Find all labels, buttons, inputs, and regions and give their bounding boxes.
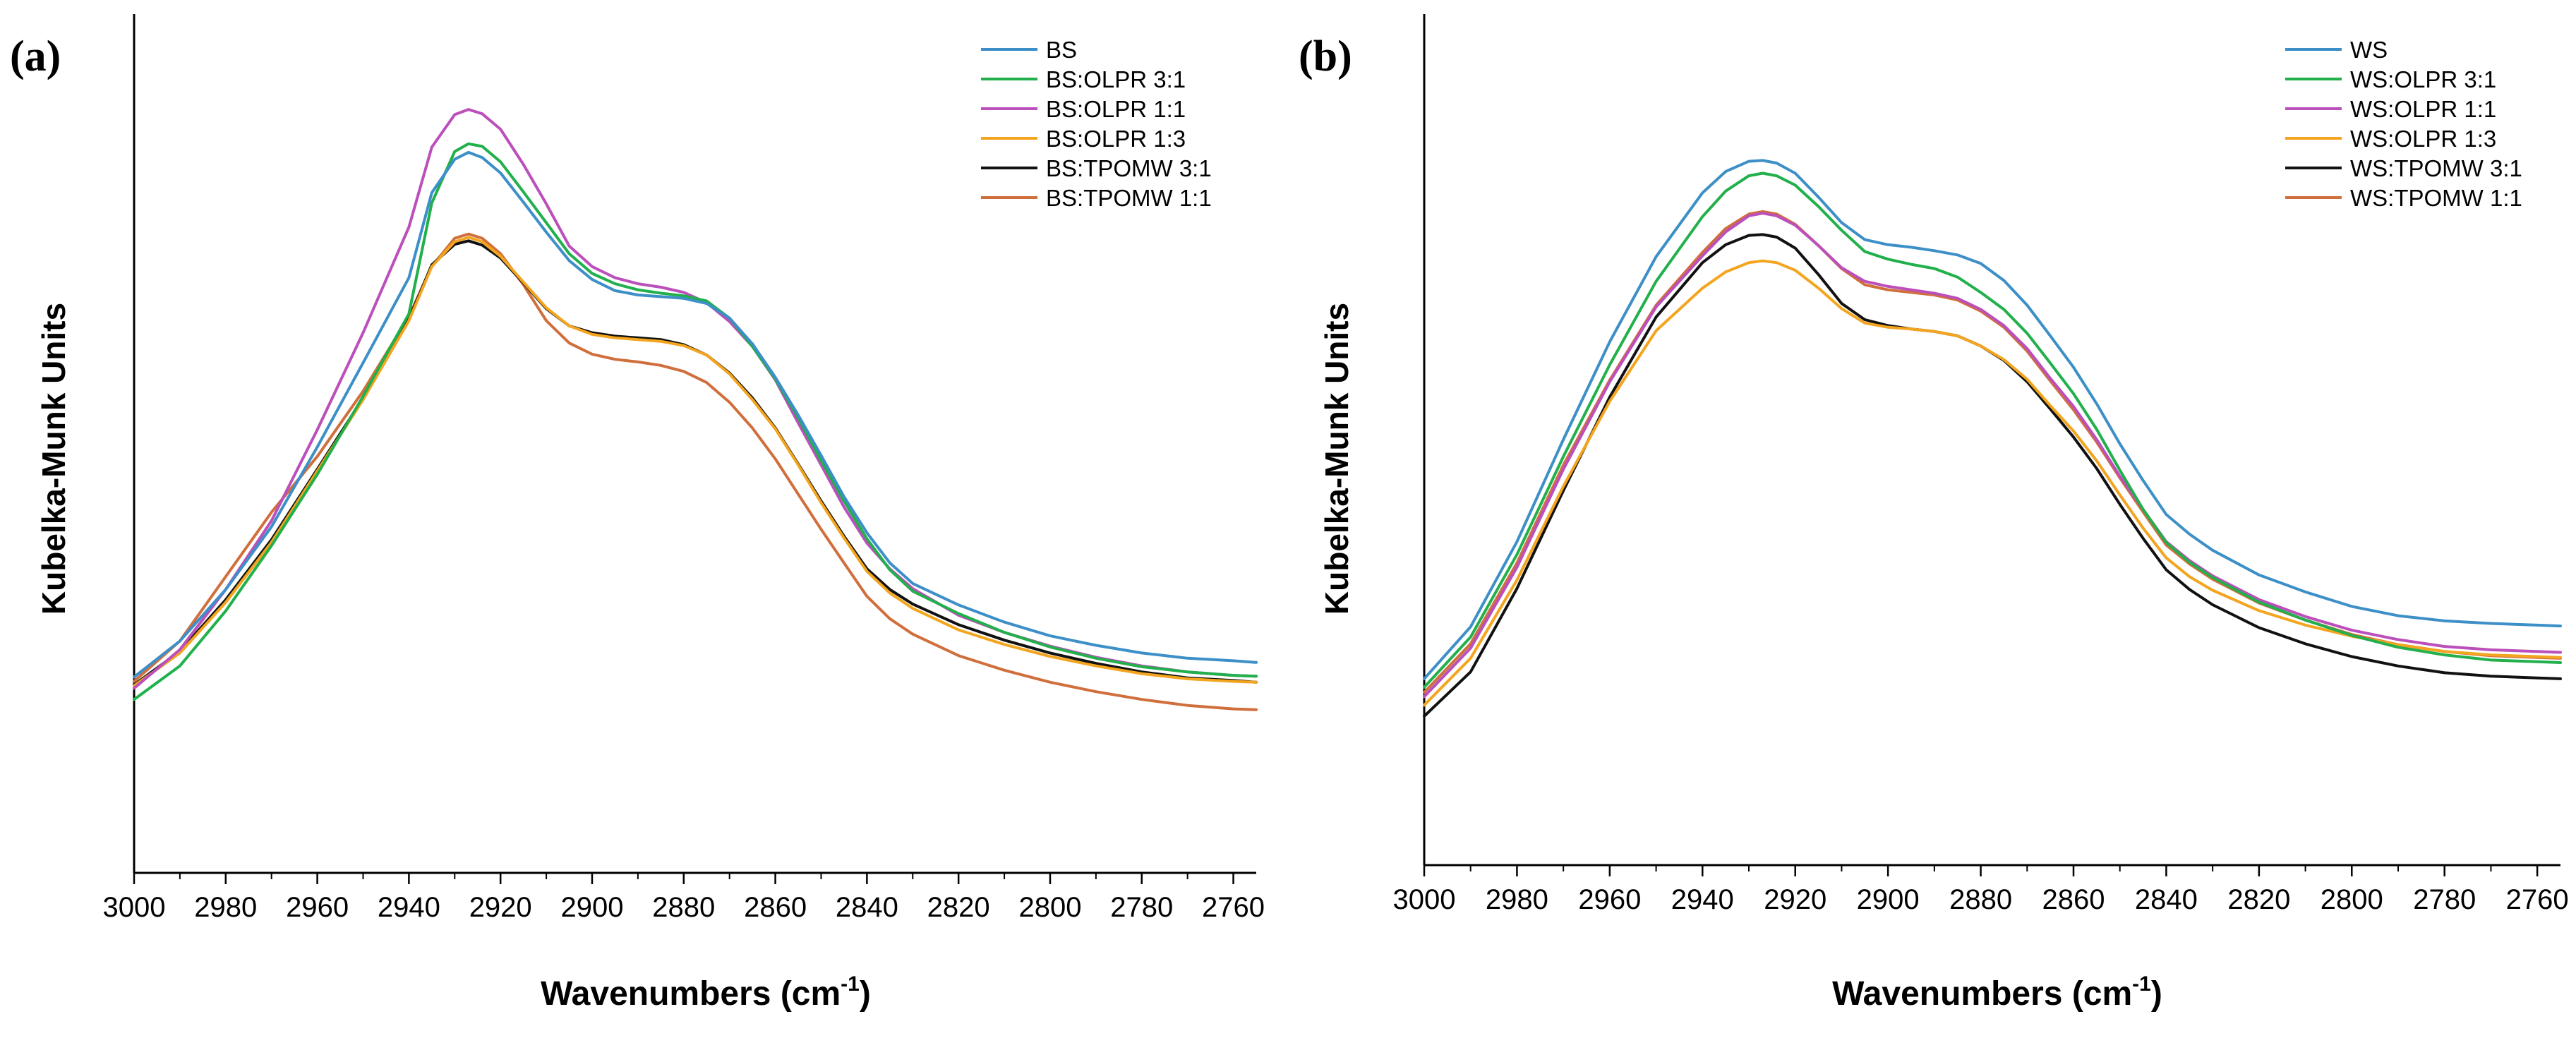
x-axis-title-tail-a: ) xyxy=(860,975,871,1013)
x-axis-title-sup-a: -1 xyxy=(841,972,860,996)
series-line-a xyxy=(133,142,1258,701)
x-axis-title-a: Wavenumbers (cm-1) xyxy=(541,972,871,1013)
legend-label-a: BS:OLPR 3:1 xyxy=(1046,66,1186,92)
series-line-b xyxy=(1423,171,2562,689)
x-tick-label-a: 2880 xyxy=(652,892,715,923)
plot-area-a: 3000 2980 2960 2940 2920 2900 2880 2860 2840 2820… xyxy=(103,14,1265,923)
x-axis-title-sup-b: -1 xyxy=(2132,972,2151,996)
x-tick-label-b: 2840 xyxy=(2135,884,2198,915)
x-tick-label-a: 2980 xyxy=(194,892,257,923)
series-line-b xyxy=(1423,259,2562,707)
legend-label-a: BS:OLPR 1:3 xyxy=(1046,126,1186,152)
series-line-a xyxy=(133,150,1258,679)
x-axis-title-b: Wavenumbers (cm-1) xyxy=(1832,972,2162,1013)
y-axis-title-b: Kubelka-Munk Units xyxy=(1318,303,1355,615)
x-tick-label-a: 2820 xyxy=(927,892,990,923)
chart-panel-a: (a) Kubelka-Munk Units Wavenumbers (cm-1… xyxy=(10,14,1265,1013)
x-tick-label-b: 2940 xyxy=(1671,884,1734,915)
x-tick-label-a: 3000 xyxy=(103,892,166,923)
x-tick-label-a: 2840 xyxy=(836,892,898,923)
chart-panel-b: (b) Kubelka-Munk Units Wavenumbers (cm-1… xyxy=(1299,14,2569,1013)
x-tick-label-b: 2960 xyxy=(1578,884,1641,915)
panel-label-b: (b) xyxy=(1299,32,1352,80)
x-axis-title-main-b: Wavenumbers (cm xyxy=(1832,975,2132,1013)
panel-label-a: (a) xyxy=(10,32,61,80)
series-line-b xyxy=(1423,159,2562,680)
x-tick-label-b: 2760 xyxy=(2506,884,2569,915)
series-line-b xyxy=(1423,212,2562,699)
x-axis-title-main-a: Wavenumbers (cm xyxy=(541,975,841,1013)
x-tick-label-a: 2920 xyxy=(469,892,532,923)
x-tick-label-b: 2880 xyxy=(1949,884,2012,915)
x-tick-label-b: 2860 xyxy=(2042,884,2105,915)
x-axis-title-tail-b: ) xyxy=(2151,975,2162,1013)
x-tick-label-a: 2940 xyxy=(378,892,440,923)
x-tick-label-b: 2800 xyxy=(2321,884,2383,915)
legend-label-a: BS:TPOMW 3:1 xyxy=(1046,155,1212,181)
legend-label-b: WS xyxy=(2350,37,2388,63)
x-tick-label-b: 2900 xyxy=(1857,884,1920,915)
legend-label-b: WS:TPOMW 1:1 xyxy=(2350,185,2522,211)
legend-label-b: WS:OLPR 1:1 xyxy=(2350,96,2496,122)
legend-label-b: WS:OLPR 1:3 xyxy=(2350,126,2496,152)
x-tick-label-b: 3000 xyxy=(1393,884,1456,915)
x-tick-label-a: 2860 xyxy=(744,892,807,923)
legend-label-b: WS:OLPR 3:1 xyxy=(2350,66,2496,92)
x-tick-label-a: 2960 xyxy=(286,892,349,923)
legend-label-a: BS:TPOMW 1:1 xyxy=(1046,185,1212,211)
x-tick-label-a: 2900 xyxy=(560,892,623,923)
x-tick-label-b: 2920 xyxy=(1764,884,1826,915)
x-tick-label-a: 2780 xyxy=(1110,892,1173,923)
x-tick-label-b: 2780 xyxy=(2413,884,2476,915)
x-tick-label-a: 2760 xyxy=(1202,892,1265,923)
legend-label-a: BS xyxy=(1046,37,1077,63)
legend-label-b: WS:TPOMW 3:1 xyxy=(2350,155,2522,181)
legend-label-a: BS:OLPR 1:1 xyxy=(1046,96,1186,122)
x-tick-label-a: 2800 xyxy=(1018,892,1081,923)
x-tick-label-b: 2820 xyxy=(2227,884,2290,915)
series-line-a xyxy=(133,236,1258,687)
y-axis-title-a: Kubelka-Munk Units xyxy=(35,303,72,615)
plot-area-b: 3000 2980 2960 2940 2920 2900 2880 2860 2840 2820… xyxy=(1393,14,2569,915)
x-tick-label-b: 2980 xyxy=(1486,884,1548,915)
